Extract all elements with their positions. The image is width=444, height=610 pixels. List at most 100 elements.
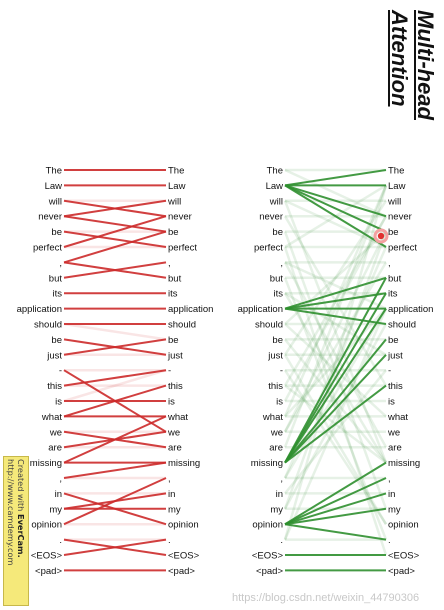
multi-head-target-token[interactable]: is — [388, 397, 395, 408]
multi-head-target-token[interactable]: be — [388, 227, 399, 238]
single-head-target-token[interactable]: never — [168, 212, 192, 223]
single-head-target-token[interactable]: we — [167, 427, 180, 438]
single-head-target-token[interactable]: , — [168, 474, 171, 485]
single-head-source-token[interactable]: The — [46, 166, 62, 177]
single-head-source-token[interactable]: perfect — [33, 243, 62, 254]
single-head-target-token[interactable]: missing — [168, 458, 200, 469]
multi-head-source-token[interactable]: opinion — [252, 520, 283, 531]
multi-head-source-token[interactable]: my — [270, 504, 283, 515]
multi-head-target-token[interactable]: what — [387, 412, 408, 423]
single-head-source-token[interactable]: is — [55, 397, 62, 408]
single-head-target-token[interactable]: are — [168, 443, 182, 454]
multi-head-target-token[interactable]: , — [388, 474, 391, 485]
single-head-target-token[interactable]: <pad> — [168, 566, 195, 577]
multi-head-source-token[interactable]: . — [280, 535, 283, 546]
multi-head-target-token[interactable]: be — [388, 335, 399, 346]
single-head-target-token[interactable]: be — [168, 335, 179, 346]
single-head-target-token[interactable]: perfect — [168, 243, 197, 254]
single-head-target-token[interactable]: , — [168, 258, 171, 269]
multi-head-source-token[interactable]: , — [280, 258, 283, 269]
single-head-source-token[interactable]: missing — [30, 458, 62, 469]
multi-head-source-token[interactable]: missing — [251, 458, 283, 469]
multi-head-target-token[interactable]: . — [388, 535, 391, 546]
multi-head-target-token[interactable]: never — [388, 212, 412, 223]
multi-head-target-token[interactable]: <pad> — [388, 566, 415, 577]
single-head-target-token[interactable]: application — [168, 304, 213, 315]
single-head-target-token[interactable]: but — [168, 273, 182, 284]
single-head-target-token[interactable]: should — [168, 320, 196, 331]
single-head-target-token[interactable]: my — [168, 504, 181, 515]
multi-head-source-token[interactable]: , — [280, 474, 283, 485]
multi-head-target-token[interactable]: its — [388, 289, 398, 300]
multi-head-target-token[interactable]: will — [387, 196, 401, 207]
multi-head-source-token[interactable]: never — [259, 212, 283, 223]
single-head-source-token[interactable]: <pad> — [35, 566, 62, 577]
single-head-source-token[interactable]: my — [49, 504, 62, 515]
single-head-target-token[interactable]: is — [168, 397, 175, 408]
multi-head-source-token[interactable]: perfect — [254, 243, 283, 254]
multi-head-target-token[interactable]: in — [388, 489, 395, 500]
multi-head-target-token[interactable]: just — [387, 350, 403, 361]
multi-head-target-token[interactable]: - — [388, 366, 391, 377]
single-head-source-token[interactable]: <EOS> — [31, 551, 63, 562]
multi-head-target-token[interactable]: application — [388, 304, 433, 315]
multi-head-source-token[interactable]: its — [274, 289, 284, 300]
single-head-target-token[interactable]: Law — [168, 181, 186, 192]
single-head-target-token[interactable]: - — [168, 366, 171, 377]
multi-head-source-token[interactable]: in — [276, 489, 283, 500]
single-head-target-token[interactable]: its — [168, 289, 178, 300]
single-head-source-token[interactable]: , — [59, 258, 62, 269]
single-head-source-token[interactable]: be — [51, 227, 62, 238]
multi-head-source-token[interactable]: we — [270, 427, 283, 438]
single-head-target-token[interactable]: just — [167, 350, 183, 361]
single-head-target-token[interactable]: opinion — [168, 520, 199, 531]
multi-head-source-token[interactable]: The — [267, 166, 283, 177]
multi-head-target-token[interactable]: <EOS> — [388, 551, 420, 562]
single-head-source-token[interactable]: in — [55, 489, 62, 500]
multi-head-source-token[interactable]: should — [255, 320, 283, 331]
evercam-watermark[interactable]: Created with EverCam. http://www.camdemy… — [3, 456, 29, 606]
multi-head-source-token[interactable]: <pad> — [256, 566, 283, 577]
multi-head-source-token[interactable]: <EOS> — [252, 551, 284, 562]
single-head-source-token[interactable]: should — [34, 320, 62, 331]
single-head-target-token[interactable]: in — [168, 489, 175, 500]
multi-head-target-token[interactable]: should — [388, 320, 416, 331]
multi-head-target-token[interactable]: are — [388, 443, 402, 454]
multi-head-target-token[interactable]: but — [388, 273, 402, 284]
single-head-target-token[interactable]: <EOS> — [168, 551, 200, 562]
multi-head-source-token[interactable]: - — [280, 366, 283, 377]
multi-head-source-token[interactable]: Law — [266, 181, 284, 192]
multi-head-source-token[interactable]: be — [272, 335, 283, 346]
single-head-source-token[interactable]: are — [48, 443, 62, 454]
single-head-source-token[interactable]: . — [59, 535, 62, 546]
single-head-target-token[interactable]: will — [167, 196, 181, 207]
single-head-source-token[interactable]: this — [47, 381, 62, 392]
multi-head-target-token[interactable]: opinion — [388, 520, 419, 531]
single-head-source-token[interactable]: opinion — [31, 520, 62, 531]
multi-head-source-token[interactable]: application — [238, 304, 283, 315]
multi-head-target-token[interactable]: we — [387, 427, 400, 438]
single-head-source-token[interactable]: be — [51, 335, 62, 346]
multi-head-source-token[interactable]: be — [272, 227, 283, 238]
multi-head-source-token[interactable]: is — [276, 397, 283, 408]
single-head-source-token[interactable]: Law — [45, 181, 63, 192]
single-head-source-token[interactable]: application — [17, 304, 62, 315]
single-head-target-token[interactable]: this — [168, 381, 183, 392]
single-head-target-token[interactable]: be — [168, 227, 179, 238]
multi-head-target-token[interactable]: Law — [388, 181, 406, 192]
single-head-source-token[interactable]: , — [59, 474, 62, 485]
single-head-target-token[interactable]: . — [168, 535, 171, 546]
multi-head-source-token[interactable]: what — [262, 412, 283, 423]
single-head-source-token[interactable]: - — [59, 366, 62, 377]
multi-head-source-token[interactable]: are — [269, 443, 283, 454]
single-head-source-token[interactable]: we — [49, 427, 62, 438]
multi-head-target-token[interactable]: missing — [388, 458, 420, 469]
single-head-source-token[interactable]: what — [41, 412, 62, 423]
multi-head-target-token[interactable]: , — [388, 258, 391, 269]
single-head-source-token[interactable]: never — [38, 212, 62, 223]
multi-head-target-token[interactable]: my — [388, 504, 401, 515]
multi-head-target-token[interactable]: The — [388, 166, 404, 177]
single-head-target-token[interactable]: The — [168, 166, 184, 177]
single-head-source-token[interactable]: but — [49, 273, 63, 284]
single-head-source-token[interactable]: just — [46, 350, 62, 361]
